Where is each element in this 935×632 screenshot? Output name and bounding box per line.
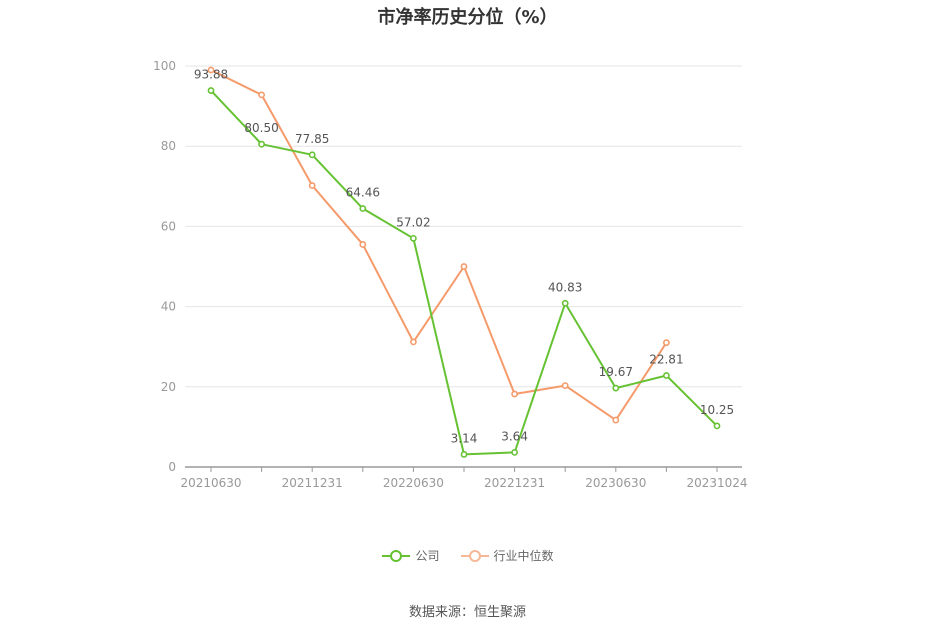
- series-layer: [207, 66, 721, 458]
- series-1-point-8: [612, 416, 620, 424]
- chart-title: 市净率历史分位（%）: [377, 7, 558, 28]
- data-label-8: 19.67: [599, 365, 633, 379]
- series-0-point-0: [207, 87, 215, 94]
- x-tick-label-20210630: 20210630: [180, 476, 241, 490]
- series-1-point-3: [359, 241, 367, 248]
- series-1-point-4: [409, 338, 417, 346]
- series-0-point-2: [308, 151, 316, 159]
- series-1-point-0: [207, 66, 215, 74]
- data-label-7: 40.83: [548, 280, 582, 294]
- y-tick-label-0: 0: [168, 460, 176, 474]
- legend-industry-marker: [460, 549, 489, 562]
- axis-layer: 0 20 40 60 80 100 20210630 20211231 20220630 2022…: [153, 59, 747, 490]
- y-tick-label-20: 20: [161, 380, 176, 394]
- y-tick-label-60: 60: [161, 219, 176, 233]
- series-0-point-3: [359, 205, 367, 212]
- series-0-point-4: [409, 234, 417, 242]
- source-note: 数据来源：恒生聚源: [408, 605, 526, 620]
- grid-layer: [185, 65, 742, 388]
- series-0-point-6: [511, 449, 518, 456]
- data-label-2: 77.85: [295, 132, 329, 146]
- data-label-9: 22.81: [649, 353, 683, 367]
- x-tick-label-20220630: 20220630: [383, 476, 444, 490]
- data-label-3: 64.46: [346, 186, 380, 200]
- series-1-point-9: [663, 339, 670, 347]
- data-label-6: 3.64: [501, 429, 528, 443]
- y-tick-label-100: 100: [153, 59, 176, 73]
- legend-company-label: 公司: [415, 549, 440, 563]
- legend-item-industry[interactable]: 行业中位数: [460, 547, 554, 564]
- x-tick-label-20211231: 20211231: [282, 476, 343, 490]
- data-label-1: 80.50: [244, 121, 278, 135]
- legend: 公司 行业中位数: [0, 547, 935, 564]
- legend-item-company[interactable]: 公司: [381, 547, 440, 564]
- data-label-0: 93.88: [194, 68, 228, 82]
- series-0-point-10: [713, 422, 721, 430]
- y-tick-label-80: 80: [161, 139, 176, 153]
- series-1-point-5: [460, 263, 468, 270]
- series-1-point-7: [561, 382, 569, 389]
- y-tick-label-40: 40: [161, 300, 176, 314]
- legend-company-marker: [382, 549, 411, 562]
- series-line-0: [210, 89, 718, 456]
- data-label-layer: 93.88 80.50 77.85 64.46 57.02 3.14 3.64 40.83 19…: [194, 68, 734, 446]
- series-0-point-8: [612, 384, 620, 392]
- series-0-point-7: [561, 299, 569, 307]
- series-1-point-6: [511, 390, 518, 398]
- series-1-point-1: [258, 91, 265, 99]
- legend-industry-label: 行业中位数: [493, 549, 554, 563]
- data-label-4: 57.02: [396, 215, 430, 229]
- series-line-1: [210, 69, 668, 422]
- series-0-point-9: [663, 372, 670, 379]
- x-tick-label-20230630: 20230630: [585, 476, 646, 490]
- series-0-point-5: [460, 451, 468, 458]
- series-0-point-1: [258, 140, 265, 148]
- x-tick-label-20221231: 20221231: [484, 476, 545, 490]
- data-label-5: 3.14: [451, 431, 478, 445]
- data-label-10: 10.25: [700, 403, 734, 417]
- series-1-point-2: [308, 182, 316, 189]
- x-tick-label-20231024: 20231024: [686, 476, 747, 490]
